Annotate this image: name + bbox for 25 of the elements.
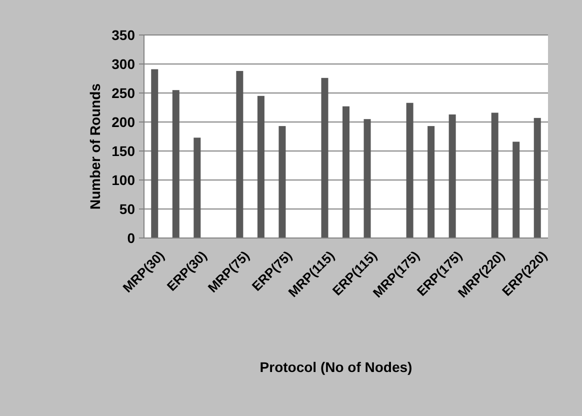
- y-tick-label: 200: [112, 114, 136, 130]
- bar: [364, 119, 371, 238]
- bar: [236, 70, 244, 238]
- bar: [278, 126, 286, 238]
- bar: [257, 96, 264, 238]
- y-tick-label: 300: [112, 56, 136, 72]
- bar: [172, 90, 180, 238]
- y-tick-label: 100: [112, 172, 136, 188]
- y-tick-label: 150: [112, 142, 136, 159]
- bar: [151, 69, 158, 238]
- bar: [406, 102, 414, 238]
- bar: [491, 112, 498, 238]
- bar: [534, 118, 541, 238]
- y-tick-label: 0: [127, 230, 136, 246]
- y-tick-label: 250: [112, 84, 136, 101]
- y-tick-label: 50: [119, 200, 136, 217]
- bar: [194, 138, 201, 238]
- bar: [342, 106, 350, 238]
- bar: [321, 78, 328, 238]
- x-axis-title: Protocol (No of Nodes): [260, 359, 412, 375]
- bar: [428, 126, 435, 238]
- y-axis-title: Number of Rounds: [87, 83, 103, 210]
- bar: [512, 142, 520, 238]
- y-tick-label: 350: [112, 26, 136, 43]
- bar: [448, 114, 456, 238]
